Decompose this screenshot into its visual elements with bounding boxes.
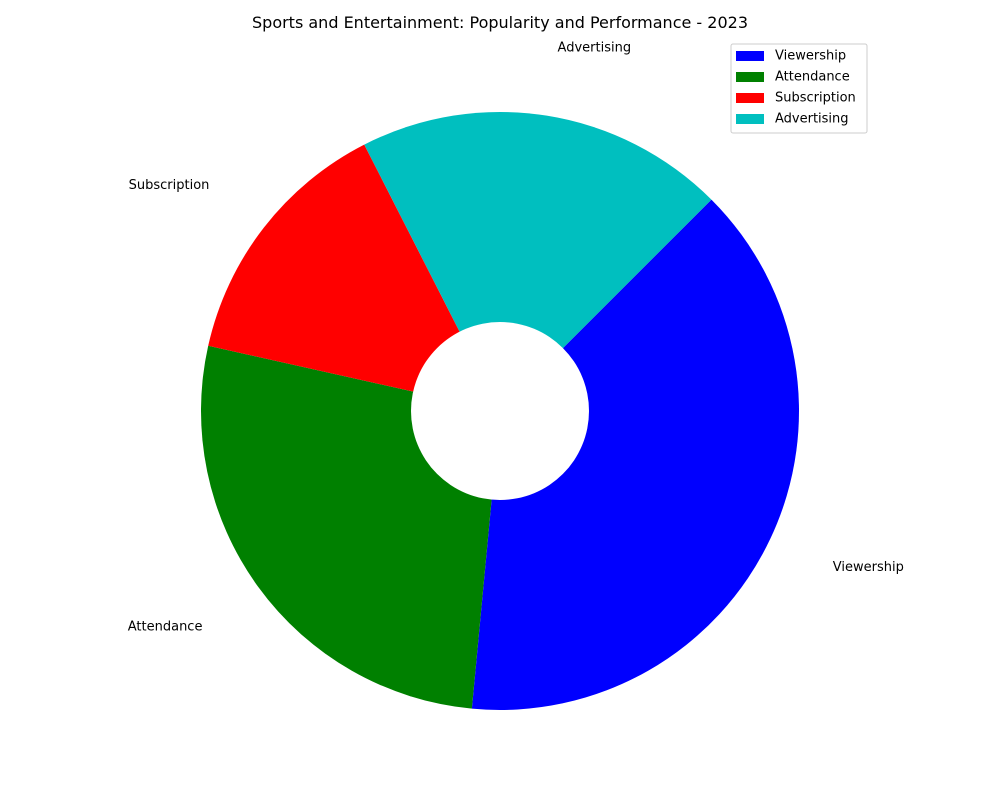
- chart-title: Sports and Entertainment: Popularity and…: [252, 13, 748, 32]
- slice-label-viewership: Viewership: [833, 560, 904, 575]
- legend-swatch-viewership: [736, 51, 764, 61]
- donut-hole: [411, 322, 589, 500]
- pie-slice-advertising: [364, 112, 712, 411]
- legend-swatch-advertising: [736, 114, 764, 124]
- slice-label-attendance: Attendance: [128, 620, 203, 635]
- slice-label-advertising: Advertising: [558, 40, 632, 55]
- slice-label-subscription: Subscription: [129, 178, 210, 193]
- legend-swatch-subscription: [736, 93, 764, 103]
- pie-slice-viewership: [471, 199, 799, 710]
- legend-frame: [730, 43, 868, 134]
- legend-label-advertising: Advertising: [775, 112, 849, 127]
- legend-label-subscription: Subscription: [775, 91, 856, 106]
- legend-swatch-attendance: [736, 72, 764, 82]
- legend: Viewership Attendance Subscription Advertis…: [730, 43, 868, 134]
- pie-slice-subscription: [208, 144, 501, 411]
- legend-label-viewership: Viewership: [775, 49, 846, 64]
- slice-labels-group: Viewership Attendance Subscription Advertis…: [128, 40, 904, 634]
- legend-label-attendance: Attendance: [775, 70, 850, 85]
